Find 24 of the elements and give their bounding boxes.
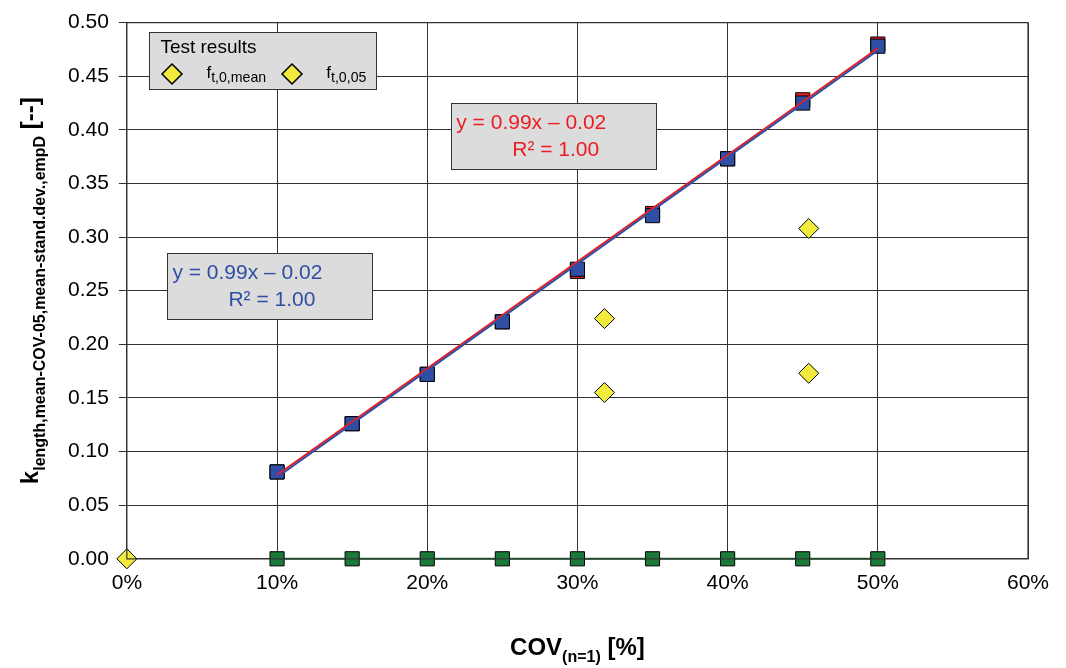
y-axis-title: klength,mean-COV-05,mean-stand.dev.,empD [--] bbox=[16, 97, 49, 485]
y-tick-label: 0.10 bbox=[68, 438, 109, 462]
legend-title: Test results bbox=[160, 35, 258, 58]
annotation: y = 0.99x – 0.02 R² = 1.00 bbox=[456, 109, 607, 163]
y-tick-label: 0.25 bbox=[68, 277, 109, 301]
legend-label: f$_{t,0,mean}$ bbox=[206, 62, 267, 85]
x-tick-label: 50% bbox=[856, 570, 899, 594]
annotation: y = 0.99x – 0.02 R² = 1.00 bbox=[172, 259, 323, 313]
x-tick-label: 20% bbox=[406, 570, 449, 594]
y-tick-label: 0.30 bbox=[68, 223, 109, 247]
x-tick-label: 60% bbox=[1006, 570, 1050, 594]
x-tick-label: 30% bbox=[556, 570, 599, 594]
y-tick-label: 0.45 bbox=[68, 63, 109, 87]
y-tick-label: 0.20 bbox=[68, 331, 109, 355]
x-tick-label: 10% bbox=[256, 570, 299, 594]
y-tick-label: 0.40 bbox=[68, 116, 109, 140]
y-tick-label: 0.50 bbox=[68, 9, 109, 33]
y-tick-label: 0.00 bbox=[68, 545, 109, 569]
y-tick-label: 0.05 bbox=[68, 491, 109, 515]
x-tick-label: 0% bbox=[111, 570, 143, 594]
y-tick-label: 0.35 bbox=[68, 170, 109, 194]
y-tick-label: 0.15 bbox=[68, 384, 109, 408]
legend-label: f$_{t,0,05}$ bbox=[326, 62, 367, 85]
x-tick-label: 40% bbox=[706, 570, 749, 594]
